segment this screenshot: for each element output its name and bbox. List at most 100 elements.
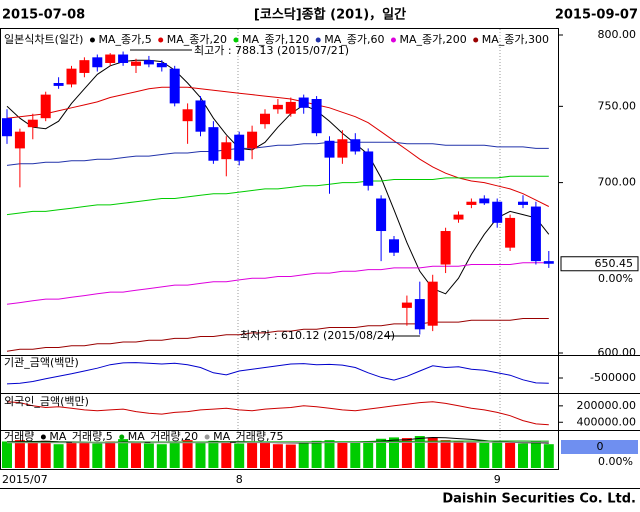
- volume-bar: [156, 444, 167, 468]
- volume-bar: [389, 437, 399, 468]
- candle-body: [92, 57, 103, 68]
- volume-bar: [324, 440, 335, 468]
- volume-bar: [298, 442, 309, 468]
- y-tick-label: 800.00: [598, 28, 637, 41]
- volume-bar: [143, 443, 154, 468]
- x-tick-label: 9: [494, 473, 501, 486]
- candle-body: [414, 299, 425, 330]
- candle-body: [131, 61, 141, 66]
- change: 0.00%: [598, 272, 633, 285]
- y-tick-label: 200000.00: [577, 399, 637, 412]
- candle-body: [79, 60, 90, 73]
- volume-ma-line: [7, 441, 549, 444]
- legend-swatch: [473, 37, 479, 43]
- ma-line: [6, 318, 549, 352]
- volume-bar: [272, 444, 283, 468]
- volume-bar: [182, 440, 193, 468]
- ma-line: [6, 175, 549, 216]
- legend-entry: MA_종가,300: [482, 33, 549, 46]
- legend-swatch: [89, 37, 95, 43]
- legend-entry: MA_종가,120: [242, 33, 309, 46]
- y-tick-label: -500000: [590, 371, 636, 384]
- candle-body: [427, 281, 438, 326]
- legend-swatch: [40, 434, 46, 440]
- volume-bar: [311, 440, 322, 468]
- volume-bar: [2, 441, 12, 468]
- legend-swatch: [119, 434, 125, 440]
- volume-bar: [285, 444, 296, 468]
- legend-entry: MA_종가,5: [98, 33, 151, 46]
- volume-bar: [427, 437, 438, 468]
- candle-body: [530, 206, 541, 262]
- candle-body: [479, 198, 490, 204]
- candle-body: [376, 198, 387, 232]
- volume-bar: [221, 441, 232, 468]
- volume-bar: [234, 443, 245, 468]
- start-date: 2015-07-08: [2, 8, 85, 23]
- candle-body: [350, 139, 361, 152]
- volume-bar: [92, 443, 103, 468]
- y-tick-label: 700.00: [598, 176, 637, 189]
- candle-body: [195, 100, 206, 132]
- candle-body: [27, 119, 38, 128]
- candle-body: [53, 83, 64, 86]
- candle-body: [337, 139, 348, 158]
- candle-body: [492, 201, 503, 223]
- candle-body: [156, 62, 167, 68]
- volume-bar: [466, 442, 477, 468]
- y-tick-label: 750.00: [598, 99, 637, 112]
- legend-entry: MA_거래량,75: [213, 430, 283, 443]
- candle-body: [311, 98, 322, 134]
- volume-bar: [440, 440, 451, 468]
- candle-body: [272, 104, 283, 110]
- current-volume: 0: [597, 440, 604, 453]
- volume-bar: [518, 443, 528, 468]
- x-tick-label: 8: [236, 473, 243, 486]
- candle-body: [285, 101, 296, 114]
- candle-body: [401, 302, 412, 308]
- candle-body: [518, 201, 528, 205]
- volume-ma-line: [7, 440, 549, 443]
- candle-body: [221, 142, 232, 160]
- volume-bar: [40, 440, 51, 468]
- legend-swatch: [158, 37, 164, 43]
- flow-line: [6, 401, 549, 426]
- annotation: 최고가 : 788.13 (2015/07/21): [194, 44, 349, 57]
- volume-bar: [195, 442, 206, 468]
- legend-swatch: [390, 37, 396, 43]
- volume-bar: [530, 441, 541, 468]
- candle-body: [440, 231, 451, 265]
- volume-bar: [543, 444, 554, 468]
- candle-body: [105, 54, 116, 63]
- candle-body: [169, 68, 180, 104]
- legend-entry: MA_종가,200: [399, 33, 466, 46]
- volume-bar: [479, 442, 490, 468]
- panel-title: 외국인_금액(백만): [4, 395, 89, 408]
- legend-entry: MA_거래량,5: [49, 430, 112, 443]
- candle-body: [389, 239, 399, 253]
- volume-bar: [118, 439, 129, 468]
- candle-body: [66, 68, 77, 85]
- volume-bar: [453, 441, 464, 468]
- volume-bar: [414, 436, 425, 468]
- legend-swatch: [233, 37, 239, 43]
- candle-body: [14, 131, 25, 149]
- volume-bar: [337, 442, 348, 468]
- volume-bar: [27, 442, 38, 468]
- candle-body: [182, 109, 193, 122]
- candle-body: [208, 127, 219, 161]
- legend-entry: MA_종가,20: [167, 33, 227, 46]
- footer: Daishin Securities Co. Ltd.: [442, 492, 636, 507]
- ma-line: [6, 141, 549, 166]
- volume-bar: [131, 442, 141, 468]
- price-box: [560, 256, 639, 272]
- volume-bar: [208, 440, 219, 468]
- candle-body: [324, 140, 335, 158]
- legend-swatch: [315, 37, 321, 43]
- volume-bar: [505, 442, 516, 468]
- y-tick-label: 600.00: [598, 346, 637, 359]
- annotation: 최저가 : 610.12 (2015/08/24): [240, 329, 395, 342]
- volume-bar: [363, 441, 374, 468]
- candle-body: [466, 201, 477, 205]
- candle-body: [118, 54, 129, 63]
